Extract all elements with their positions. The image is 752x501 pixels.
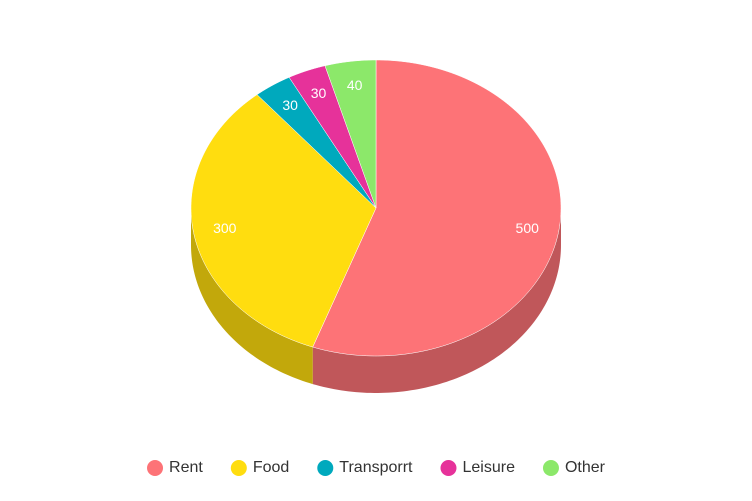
legend-marker <box>440 460 457 476</box>
slice <box>288 65 377 209</box>
legend: Rent Food Transporrt Leisure Other <box>147 459 606 476</box>
slice <box>324 59 377 209</box>
legend-marker <box>230 460 247 476</box>
slice <box>256 77 377 209</box>
legend-label: Food <box>253 459 289 476</box>
legend-label: Leisure <box>462 459 515 476</box>
slice <box>312 59 562 357</box>
data-label: 30 <box>282 97 298 113</box>
slice-side <box>191 208 313 385</box>
slice <box>190 94 377 348</box>
legend-marker <box>317 460 334 476</box>
data-label: 300 <box>213 220 237 236</box>
legend-label: Rent <box>169 459 203 476</box>
legend-marker <box>542 460 559 476</box>
legend-label: Other <box>565 459 606 476</box>
data-label: 30 <box>311 85 327 101</box>
data-label: 500 <box>516 220 540 236</box>
slice-side <box>312 208 561 393</box>
data-label: 40 <box>347 77 363 93</box>
legend-label: Transporrt <box>339 459 413 476</box>
legend-marker <box>147 460 164 476</box>
